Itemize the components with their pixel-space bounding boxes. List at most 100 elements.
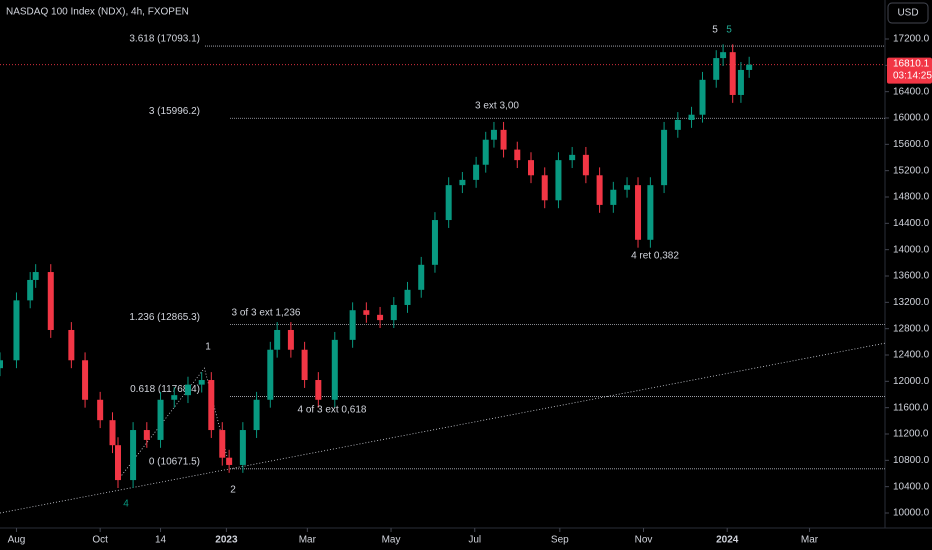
fib-label: 3.618 (17093.1) xyxy=(129,34,200,45)
y-tick-label: 12000.0 xyxy=(893,376,930,387)
candle-body xyxy=(647,185,654,240)
fib-label: 3 (15996.2) xyxy=(149,106,200,117)
candle-body xyxy=(514,149,521,161)
candle-body xyxy=(661,129,668,186)
candle-body xyxy=(226,457,233,465)
candle-body xyxy=(208,380,215,431)
candle-body xyxy=(239,430,246,465)
x-tick-label: 2023 xyxy=(215,535,238,546)
candle-body xyxy=(47,272,54,330)
currency-label[interactable]: USD xyxy=(897,8,918,19)
candle-body xyxy=(624,185,631,190)
candle-body xyxy=(674,119,681,130)
candle-body xyxy=(404,289,411,305)
annotation: 5 xyxy=(712,25,718,36)
x-tick-label: Mar xyxy=(801,535,819,546)
fib-label: 0.618 (11768.4) xyxy=(130,384,200,395)
annotation: 4 of 3 ext 0,618 xyxy=(298,405,367,416)
y-tick-label: 12800.0 xyxy=(893,323,930,334)
candle-body xyxy=(143,430,150,440)
candle-body xyxy=(500,129,507,150)
y-tick-label: 13600.0 xyxy=(893,271,930,282)
x-tick-label: Sep xyxy=(551,535,569,546)
annotation: 4 ret 0,382 xyxy=(631,251,679,262)
y-tick-label: 14400.0 xyxy=(893,218,930,229)
candle-body xyxy=(130,430,137,481)
candle-body xyxy=(635,185,642,240)
candle-body xyxy=(377,314,384,321)
candle-body xyxy=(418,264,425,290)
y-tick-label: 16400.0 xyxy=(893,86,930,97)
candle-body xyxy=(390,304,397,321)
candle-body xyxy=(68,329,75,361)
candle-body xyxy=(157,399,164,440)
candle-body xyxy=(363,310,370,315)
candle-body xyxy=(431,220,438,265)
candle-body xyxy=(315,380,322,400)
candle-body xyxy=(287,329,294,350)
y-tick-label: 16000.0 xyxy=(893,113,930,124)
y-tick-label: 10800.0 xyxy=(893,455,930,466)
candle-body xyxy=(610,189,617,205)
y-tick-label: 10400.0 xyxy=(893,481,930,492)
candle-body xyxy=(0,360,3,369)
candle-body xyxy=(528,160,534,176)
candle-body xyxy=(582,154,589,176)
candle-body xyxy=(97,399,104,421)
annotation: 2 xyxy=(230,485,236,496)
candle-body xyxy=(198,380,205,385)
x-tick-label: Mar xyxy=(299,535,317,546)
y-tick-label: 10000.0 xyxy=(893,508,930,519)
candle-body xyxy=(32,272,39,280)
candle-body xyxy=(331,339,338,400)
candle-body xyxy=(541,175,548,201)
candle-body xyxy=(490,129,497,140)
annotation: 5 xyxy=(726,25,732,36)
candle-body xyxy=(688,114,695,120)
candle-body xyxy=(737,69,744,95)
candle-body xyxy=(171,395,178,400)
candle-body xyxy=(109,420,116,446)
y-tick-label: 14800.0 xyxy=(893,192,930,203)
x-tick-label: Oct xyxy=(92,535,108,546)
candle-body xyxy=(253,399,260,431)
candle-body xyxy=(184,384,191,396)
last-price-label: 16810.1 xyxy=(893,58,930,69)
candle-body xyxy=(82,360,89,400)
last-price-box xyxy=(887,57,932,84)
y-tick-label: 17200.0 xyxy=(893,34,930,45)
x-tick-label: May xyxy=(382,535,401,546)
candle-body xyxy=(473,164,480,180)
annotation: 4 xyxy=(123,499,129,510)
annotation: 3 of 3 ext 1,236 xyxy=(232,308,301,319)
candle-body xyxy=(720,52,727,59)
countdown-label: 03:14:25 xyxy=(893,70,932,81)
y-tick-label: 12400.0 xyxy=(893,350,930,361)
y-tick-label: 11200.0 xyxy=(893,429,929,440)
candle-body xyxy=(115,445,121,481)
candle-body xyxy=(301,349,308,381)
candle-body xyxy=(482,139,489,165)
x-tick-label: Jul xyxy=(468,535,481,546)
x-tick-label: 2024 xyxy=(716,535,739,546)
candle-body xyxy=(699,79,706,115)
trend-line xyxy=(0,342,886,514)
y-tick-label: 15600.0 xyxy=(893,139,930,150)
candle-body xyxy=(13,300,20,361)
x-tick-label: Aug xyxy=(8,535,26,546)
candle-body xyxy=(555,160,562,201)
fib-label: 1.236 (12865.3) xyxy=(129,312,200,323)
candle-body xyxy=(27,279,34,301)
chart-title: NASDAQ 100 Index (NDX), 4h, FXOPEN xyxy=(6,7,189,18)
candle-body xyxy=(459,179,466,186)
candle-body xyxy=(274,329,281,350)
currency-button[interactable] xyxy=(887,2,929,24)
x-tick-label: 14 xyxy=(155,535,167,546)
fib-label: 0 (10671.5) xyxy=(149,456,200,467)
annotation: 1 xyxy=(205,342,211,353)
candle-body xyxy=(713,58,720,80)
candle-body xyxy=(746,64,753,70)
candle-body xyxy=(445,185,452,221)
x-tick-label: Nov xyxy=(635,535,653,546)
